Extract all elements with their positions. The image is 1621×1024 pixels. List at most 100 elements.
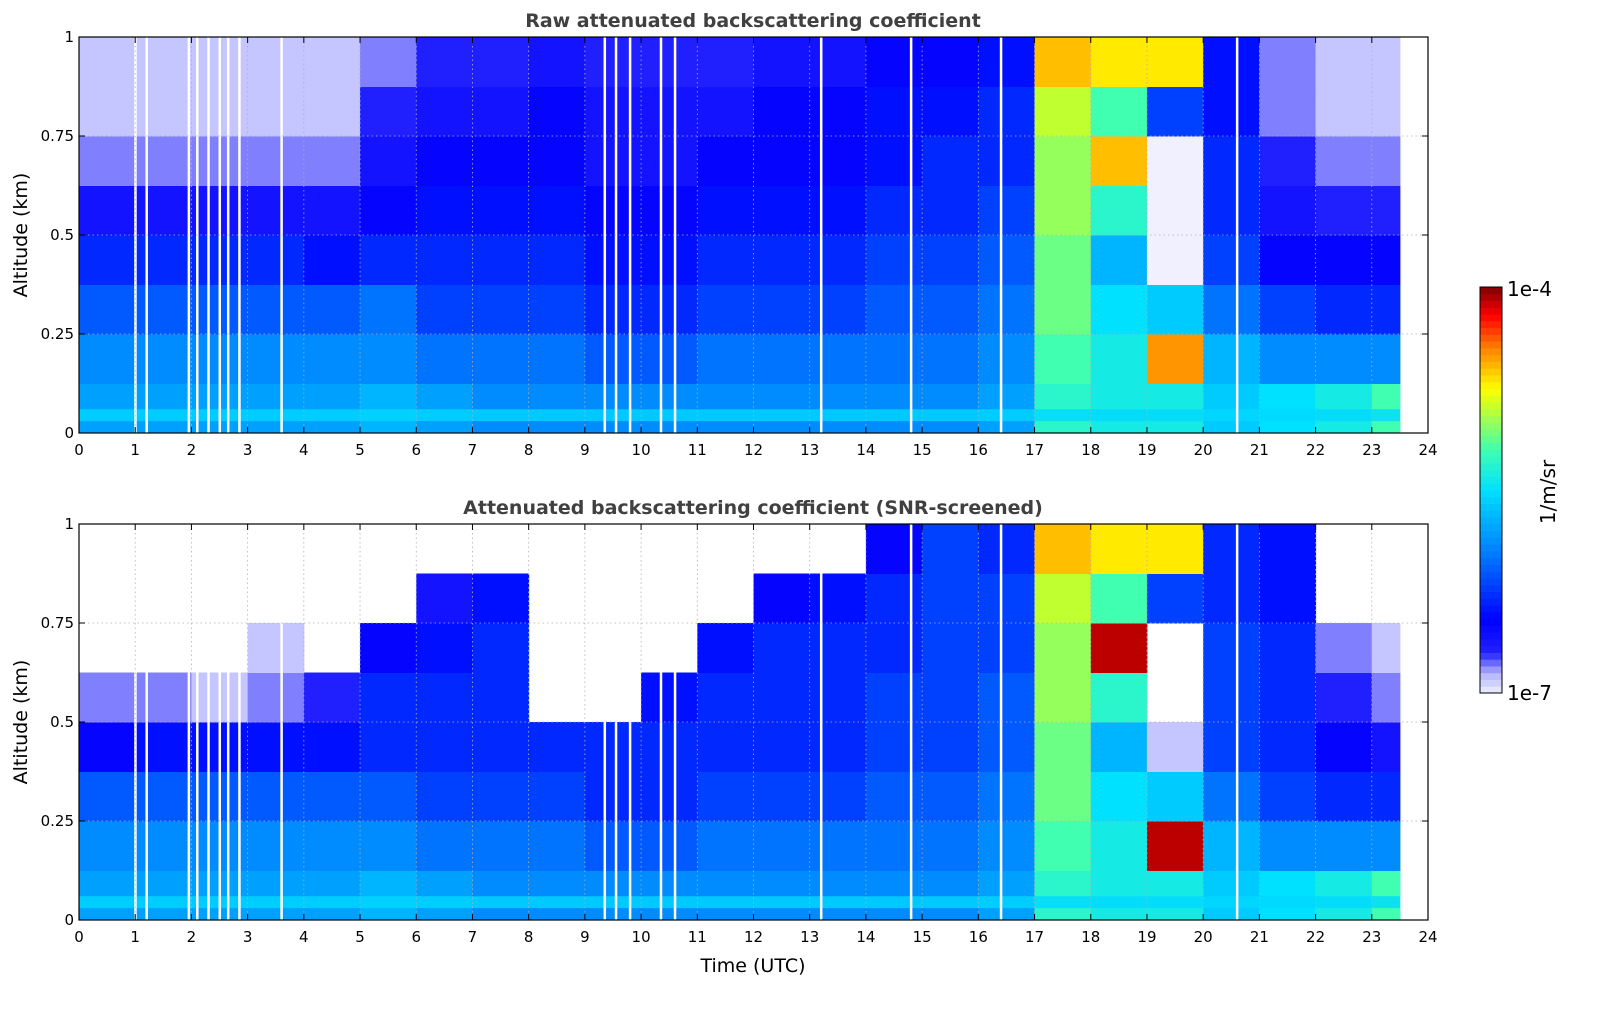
- heatmap-cell: [472, 870, 530, 921]
- heatmap-cell: [247, 235, 305, 285]
- heatmap-cell: [1146, 771, 1204, 822]
- heatmap-cell: [1259, 383, 1317, 434]
- x-tick-label: 0: [74, 441, 84, 459]
- colorbar-swatch: [1480, 571, 1502, 579]
- x-tick-label: 23: [1362, 441, 1381, 459]
- colorbar-swatch: [1480, 462, 1502, 471]
- colorbar-swatch: [1480, 577, 1502, 586]
- heatmap-cell: [1146, 235, 1204, 285]
- heatmap-cell: [922, 623, 979, 673]
- heatmap-cell: [472, 334, 530, 384]
- colorbar-swatch: [1480, 422, 1502, 430]
- heatmap-cell: [753, 235, 811, 285]
- colorbar-swatch: [1480, 368, 1502, 376]
- heatmap-cell: [865, 383, 923, 434]
- heatmap-cell: [416, 771, 473, 822]
- heatmap-cell: [1259, 771, 1317, 822]
- data-gap-line: [673, 524, 677, 920]
- heatmap-cell: [416, 334, 473, 384]
- heatmap-cell: [303, 870, 361, 921]
- y-tick-label: 0.75: [41, 127, 74, 145]
- heatmap-cell: [303, 235, 361, 285]
- heatmap-cell: [697, 334, 754, 384]
- surface-layer-band: [79, 896, 1400, 909]
- y-tick-label: 1: [64, 28, 74, 46]
- x-tick-label: 9: [580, 441, 590, 459]
- heatmap-cell: [697, 136, 754, 186]
- data-gap-line: [614, 524, 618, 920]
- colorbar-swatch: [1480, 632, 1502, 640]
- heatmap-cell: [922, 722, 979, 772]
- x-tick-label: 5: [355, 928, 365, 946]
- data-gap-line: [187, 524, 191, 920]
- colorbar-swatch: [1480, 402, 1502, 410]
- heatmap-cell: [528, 334, 586, 384]
- heatmap-cell: [416, 136, 473, 186]
- heatmap-cell: [1146, 334, 1204, 384]
- heatmap-cell: [1034, 672, 1092, 723]
- heatmap-cell: [865, 86, 923, 137]
- heatmap-cell: [753, 821, 811, 871]
- heatmap-cell: [416, 37, 473, 87]
- colorbar-swatch: [1480, 341, 1502, 349]
- heatmap-cell: [1146, 821, 1204, 871]
- heatmap-cell: [753, 771, 811, 822]
- heatmap-cell: [809, 623, 867, 673]
- heatmap-cell: [416, 870, 473, 921]
- heatmap-cell: [1315, 771, 1373, 822]
- heatmap-cell: [1259, 722, 1317, 772]
- colorbar-swatch: [1480, 564, 1502, 572]
- colorbar-max-label: 1e-4: [1507, 277, 1552, 301]
- heatmap-cell: [472, 86, 530, 137]
- heatmap-cell: [1203, 334, 1260, 384]
- heatmap-cell: [416, 573, 473, 624]
- heatmap-cell: [809, 86, 867, 137]
- heatmap-cell: [1203, 524, 1260, 574]
- heatmap-cell: [247, 185, 305, 236]
- heatmap-cell: [135, 235, 192, 285]
- x-tick-label: 11: [688, 441, 707, 459]
- x-tick-label: 24: [1418, 441, 1437, 459]
- heatmap-cell: [1371, 185, 1401, 236]
- heatmap-cell: [528, 136, 586, 186]
- heatmap-cell: [360, 821, 417, 871]
- heatmap-cell: [753, 383, 811, 434]
- y-tick-label: 0.75: [41, 614, 74, 632]
- heatmap-cell: [697, 771, 754, 822]
- heatmap-cell: [1371, 235, 1401, 285]
- heatmap-cell: [978, 573, 1036, 624]
- heatmap-cell: [472, 821, 530, 871]
- x-tick-label: 14: [856, 928, 875, 946]
- x-tick-label: 13: [800, 441, 819, 459]
- colorbar-swatch: [1480, 293, 1502, 302]
- heatmap-cell: [697, 623, 754, 673]
- heatmap-cell: [978, 37, 1036, 87]
- heatmap-cell: [79, 136, 136, 186]
- heatmap-cell: [1259, 136, 1317, 186]
- colorbar-swatch: [1480, 537, 1502, 545]
- heatmap-cell: [641, 136, 698, 186]
- x-tick-label: 21: [1250, 928, 1269, 946]
- heatmap-cell: [922, 86, 979, 137]
- heatmap-cell: [922, 235, 979, 285]
- heatmap-cell: [360, 86, 417, 137]
- heatmap-cell: [922, 136, 979, 186]
- heatmap-cell: [472, 185, 530, 236]
- heatmap-cell: [303, 284, 361, 335]
- heatmap-cell: [247, 37, 305, 87]
- heatmap-cell: [1203, 86, 1260, 137]
- heatmap-cell: [1034, 573, 1092, 624]
- heatmap-cell: [1259, 37, 1317, 87]
- heatmap-cell: [1203, 185, 1260, 236]
- heatmap-cell: [1315, 672, 1373, 723]
- heatmap-cell: [1034, 870, 1092, 921]
- heatmap-cell: [303, 86, 361, 137]
- data-gap-line: [603, 37, 607, 433]
- x-tick-label: 2: [187, 928, 197, 946]
- heatmap-cell: [753, 623, 811, 673]
- heatmap-cell: [360, 623, 417, 673]
- heatmap-cell: [1371, 383, 1401, 434]
- heatmap-cell: [641, 235, 698, 285]
- heatmap-cell: [528, 722, 586, 772]
